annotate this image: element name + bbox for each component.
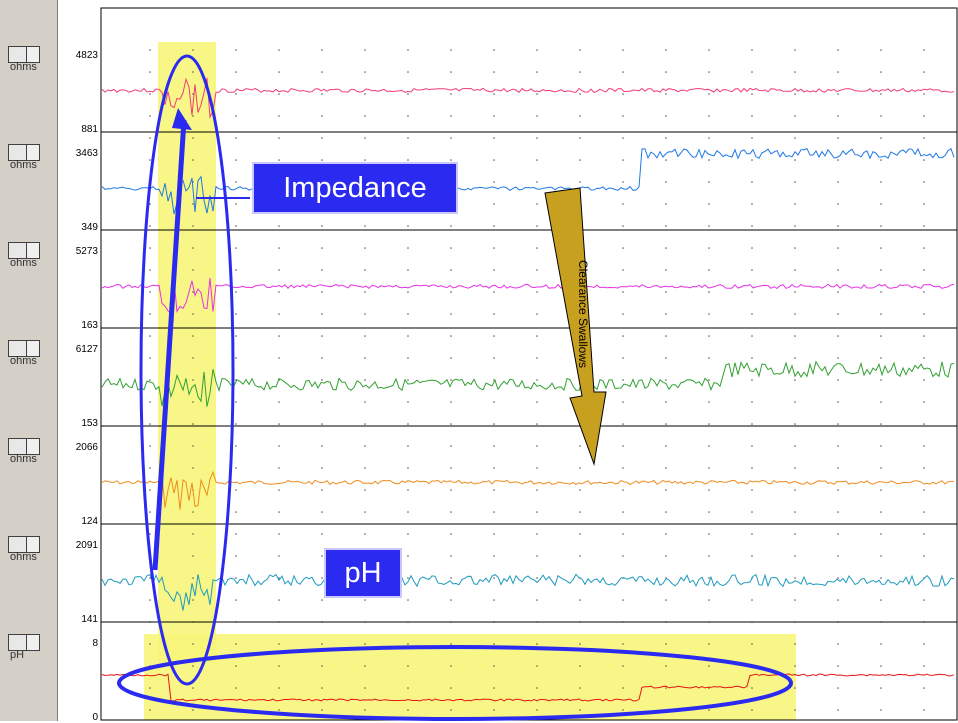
channel-toggle-2[interactable]: ohms — [6, 240, 46, 276]
axis-min: 124 — [81, 516, 98, 527]
rise-arrow-shaft — [152, 119, 187, 571]
ph-label: pH — [324, 548, 402, 598]
channel-unit: ohms — [10, 257, 37, 269]
scale-icon[interactable] — [26, 144, 40, 161]
axis-max: 3463 — [75, 148, 98, 159]
channel-unit: ohms — [10, 551, 37, 563]
impedance-label: Impedance — [252, 162, 458, 214]
axis-max: 8 — [92, 638, 98, 649]
scale-icon[interactable] — [26, 634, 40, 651]
axis-max: 5273 — [75, 246, 98, 257]
clearance-swallows-label: Clearance Swallows — [576, 259, 590, 369]
scale-icon[interactable] — [26, 340, 40, 357]
axis-min: 163 — [81, 320, 98, 331]
axis-strip — [58, 0, 102, 721]
channel-toggle-4[interactable]: ohms — [6, 436, 46, 472]
channel-unit: ohms — [10, 355, 37, 367]
axis-min: 349 — [81, 222, 98, 233]
channel-toggle-5[interactable]: ohms — [6, 534, 46, 570]
trace-line — [101, 470, 954, 510]
axis-min: 141 — [81, 614, 98, 625]
trace-line — [101, 573, 955, 611]
rise-arrow-head — [172, 108, 192, 130]
channel-unit: ohms — [10, 159, 37, 171]
trace-line — [101, 673, 955, 702]
axis-max: 6127 — [75, 344, 98, 355]
axis-max: 2066 — [75, 442, 98, 453]
trace-line — [101, 360, 955, 407]
channel-unit: pH — [10, 649, 25, 661]
channel-sidebar — [0, 0, 58, 721]
scale-icon[interactable] — [26, 242, 40, 259]
axis-max: 4823 — [75, 50, 98, 61]
axis-max: 2091 — [75, 540, 98, 551]
axis-min: 0 — [92, 712, 98, 723]
channel-toggle-0[interactable]: ohms — [6, 44, 46, 80]
trace-line — [101, 278, 955, 315]
channel-toggle-1[interactable]: ohms — [6, 142, 46, 178]
trace-line — [101, 77, 955, 119]
plot-frame — [100, 7, 958, 721]
scale-icon[interactable] — [26, 46, 40, 63]
axis-min: 153 — [81, 418, 98, 429]
channel-toggle-3[interactable]: ohms — [6, 338, 46, 374]
channel-unit: ohms — [10, 61, 37, 73]
channel-toggle-6[interactable]: pH — [6, 632, 46, 668]
scale-icon[interactable] — [26, 438, 40, 455]
scale-icon[interactable] — [26, 536, 40, 553]
clearance-arrow — [544, 187, 607, 466]
ph-ellipse — [117, 645, 793, 721]
event-ellipse — [139, 54, 235, 686]
axis-min: 881 — [81, 124, 98, 135]
channel-unit: ohms — [10, 453, 37, 465]
trace-line — [101, 147, 955, 215]
